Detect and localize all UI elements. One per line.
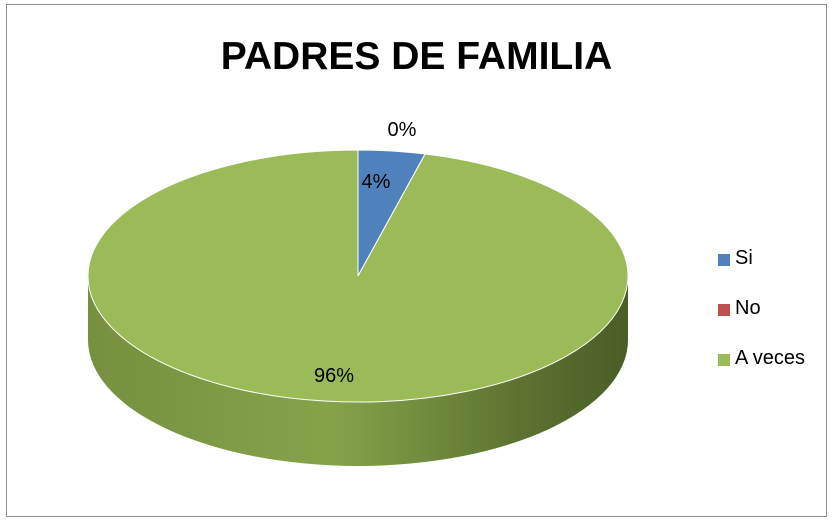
legend-label-a-veces: A veces <box>735 347 806 369</box>
chart-title: PADRES DE FAMILIA <box>220 35 613 78</box>
legend-swatch-no <box>718 304 730 316</box>
legend-swatch-si <box>718 254 730 266</box>
legend-label-no: No <box>735 297 761 319</box>
pie-side-a-veces <box>88 276 628 466</box>
legend-swatch-a-veces <box>718 354 730 366</box>
data-label-no: 0% <box>388 119 417 141</box>
data-label-si: 4% <box>362 171 391 193</box>
legend-label-si: Si <box>735 247 753 269</box>
data-label-a-veces: 96% <box>314 365 354 387</box>
pie-slice-a-veces <box>87 149 629 403</box>
